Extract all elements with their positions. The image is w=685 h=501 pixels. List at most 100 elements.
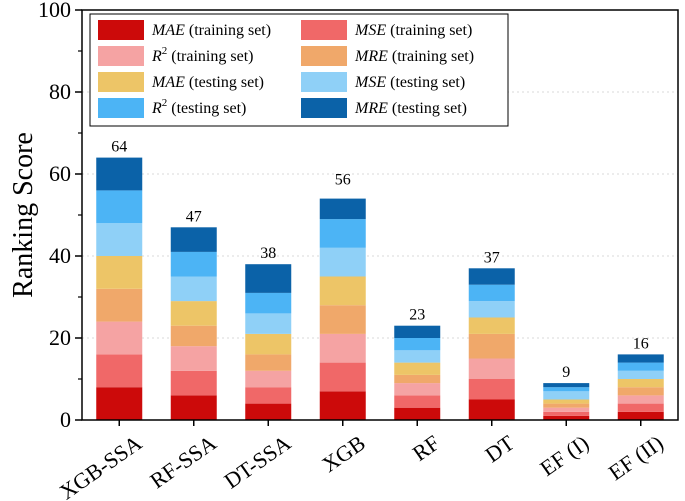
bar-segment xyxy=(245,387,292,404)
bar-segment xyxy=(617,362,664,371)
x-tick-label: EF (I) xyxy=(535,430,593,481)
plot-frame xyxy=(81,9,679,421)
legend-swatch xyxy=(301,46,347,66)
bar-segment xyxy=(319,247,366,277)
legend-swatch xyxy=(301,72,347,92)
bar-total-label: 64 xyxy=(111,139,127,156)
bar-segment xyxy=(468,268,515,285)
bar-segment xyxy=(170,301,217,326)
bar-segment xyxy=(170,346,217,371)
bar-segment xyxy=(96,354,143,388)
bar-segment xyxy=(96,288,143,322)
bar-segment xyxy=(170,370,217,396)
y-tick-label: 0 xyxy=(60,407,71,432)
bar-segment xyxy=(319,391,366,420)
y-tick-label: 100 xyxy=(38,0,71,22)
legend-swatch xyxy=(98,46,144,66)
legend-entry: MAE (training set) xyxy=(151,22,271,39)
x-tick-label: DT-SSA xyxy=(219,430,295,494)
legend-entry: R2 (testing set) xyxy=(151,97,246,117)
bar-segment xyxy=(468,301,515,318)
bar-segment xyxy=(394,350,441,363)
legend-swatch xyxy=(98,72,144,92)
bar-total-labels: 64 47 38 56 23 37 9 16 xyxy=(111,139,649,382)
bar-segment xyxy=(543,387,590,392)
bar-segment xyxy=(245,292,292,314)
bar-segment xyxy=(394,325,441,338)
bar-segment xyxy=(468,379,515,400)
bar-segment xyxy=(245,403,292,420)
bar-segment xyxy=(319,362,366,392)
legend-entry: MSE (training set) xyxy=(354,22,472,39)
legend: MAE (training set) MSE (training set) R2 (… xyxy=(89,13,509,127)
bar-segment xyxy=(394,383,441,396)
bar-segment xyxy=(468,333,515,359)
bar-total-label: 9 xyxy=(562,364,570,381)
bar-segment xyxy=(319,219,366,248)
bar-segment xyxy=(170,227,217,252)
bar-segment xyxy=(245,333,292,355)
bar-segment xyxy=(319,276,366,306)
legend-swatch xyxy=(301,98,347,118)
bar-segment xyxy=(394,362,441,375)
bar-segment xyxy=(617,379,664,388)
stacked-bars xyxy=(96,157,664,420)
legend-entry: R2 (training set) xyxy=(151,45,253,65)
bar-segment xyxy=(617,403,664,412)
bar-segment xyxy=(617,411,664,420)
bar-segment xyxy=(96,157,143,191)
bar-segment xyxy=(96,321,143,355)
bar-segment xyxy=(245,370,292,388)
legend-swatch xyxy=(301,20,347,40)
legend-swatch xyxy=(98,20,144,40)
bar-segment xyxy=(543,411,590,416)
bar-segment xyxy=(319,305,366,334)
bar-segment xyxy=(543,407,590,412)
legend-entry: MRE (testing set) xyxy=(354,100,467,117)
bar-segment xyxy=(170,251,217,277)
bar-total-label: 16 xyxy=(633,335,649,352)
y-tick-label: 80 xyxy=(49,79,71,104)
bar-segment xyxy=(96,387,143,420)
bar-segment xyxy=(543,383,590,388)
legend-entry: MRE (training set) xyxy=(354,48,474,65)
bar-total-label: 23 xyxy=(409,307,425,324)
bar-segment xyxy=(617,387,664,396)
bar-segment xyxy=(394,374,441,384)
bar-segment xyxy=(394,395,441,408)
bar-segment xyxy=(245,264,292,293)
legend-swatch xyxy=(98,98,144,118)
bar-segment xyxy=(617,370,664,379)
bar-segment xyxy=(543,391,590,400)
x-tick-label: RF xyxy=(408,430,444,466)
legend-entry: MAE (testing set) xyxy=(151,74,264,91)
x-tick-label: EF (II) xyxy=(604,430,668,485)
bar-segment xyxy=(170,276,217,302)
legend-entry: MSE (testing set) xyxy=(354,74,465,91)
bar-segment xyxy=(543,403,590,408)
bar-segment xyxy=(543,415,590,420)
bar-segment xyxy=(170,325,217,347)
bar-segment xyxy=(394,338,441,351)
bar-segment xyxy=(468,399,515,420)
y-tick-label: 60 xyxy=(49,161,71,186)
bar-segment xyxy=(96,190,143,224)
x-tick-label: RF-SSA xyxy=(145,430,221,493)
y-tick-label: 20 xyxy=(49,325,71,350)
bar-segment xyxy=(245,354,292,371)
bar-segment xyxy=(543,399,590,404)
bar-segment xyxy=(96,223,143,256)
bar-total-label: 38 xyxy=(260,245,276,262)
bar-segment xyxy=(319,333,366,363)
bar-segment xyxy=(468,284,515,302)
x-tick-label: DT xyxy=(480,430,519,468)
bar-segment xyxy=(319,198,366,220)
bar-segment xyxy=(468,317,515,334)
x-tick-label: XGB-SSA xyxy=(55,430,147,501)
bar-segment xyxy=(96,256,143,289)
bar-segment xyxy=(468,358,515,379)
bar-total-label: 47 xyxy=(186,208,202,225)
y-axis-title: Ranking Score xyxy=(8,132,39,298)
bar-total-label: 37 xyxy=(484,249,500,266)
